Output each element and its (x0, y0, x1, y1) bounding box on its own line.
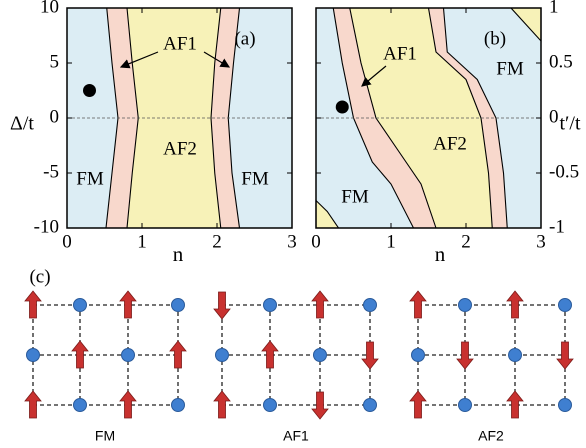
y-tick-label: -10 (34, 216, 59, 237)
y2-tick-label: 1 (549, 0, 559, 17)
site (559, 399, 572, 412)
spin-arrow (410, 291, 426, 318)
y-tick-label: 5 (50, 51, 60, 72)
figure: Δ/t n n t′/t (c) FM AF1 AF2 01231050-5-1… (0, 0, 586, 448)
x-tick-label: 3 (536, 231, 546, 252)
site (509, 349, 522, 362)
x-tick-label: 2 (212, 231, 222, 252)
y-axis-label: Δ/t (10, 113, 34, 135)
site (412, 349, 425, 362)
y2-tick-label: 0.5 (549, 51, 573, 72)
state-point (83, 84, 96, 97)
site (172, 399, 185, 412)
spin-arrow (170, 341, 186, 368)
x-tick-label: 0 (311, 231, 321, 252)
site (264, 399, 277, 412)
site (314, 349, 327, 362)
state-point (336, 101, 349, 114)
site (74, 399, 87, 412)
spin-arrow (214, 391, 230, 418)
panel-label: (c) (29, 266, 50, 287)
phase-label: FM (496, 58, 524, 79)
site (264, 299, 277, 312)
site (216, 349, 229, 362)
lattice-name: FM (95, 428, 115, 444)
y-tick-label: 0 (50, 106, 60, 127)
y2-tick-label: -1 (549, 216, 565, 237)
site (459, 299, 472, 312)
panel-label: (a) (234, 28, 255, 49)
y-tick-label: -5 (43, 161, 59, 182)
spin-arrow (410, 391, 426, 418)
y-tick-label: 10 (40, 0, 59, 17)
x-tick-label: 1 (137, 231, 147, 252)
site (559, 299, 572, 312)
spin-arrow (25, 291, 41, 318)
x-tick-label: 1 (386, 231, 396, 252)
x-tick-label: 2 (461, 231, 471, 252)
lattice-name: AF2 (478, 428, 504, 444)
panel-label: (b) (484, 28, 506, 49)
site (74, 299, 87, 312)
site (364, 399, 377, 412)
site (459, 399, 472, 412)
x-tick-label: 0 (62, 231, 72, 252)
lattice-name: AF1 (283, 428, 309, 444)
phase-label: AF1 (163, 33, 197, 54)
site (364, 299, 377, 312)
site (27, 349, 40, 362)
spin-arrow (214, 292, 230, 319)
phase-label: AF2 (163, 138, 197, 159)
x-tick-label: 3 (287, 231, 297, 252)
site (122, 349, 135, 362)
x-axis-label: n (435, 242, 446, 266)
y2-axis-label: t′/t (559, 113, 580, 135)
site (172, 299, 185, 312)
phase-label: FM (76, 168, 104, 189)
spin-arrow (25, 391, 41, 418)
y2-tick-label: -0.5 (549, 161, 579, 182)
x-axis-label: n (173, 242, 184, 266)
phase-label: AF1 (383, 43, 417, 64)
phase-label: AF2 (433, 133, 467, 154)
phase-label: FM (341, 186, 369, 207)
phase-label: FM (241, 168, 269, 189)
y2-tick-label: 0 (549, 106, 559, 127)
